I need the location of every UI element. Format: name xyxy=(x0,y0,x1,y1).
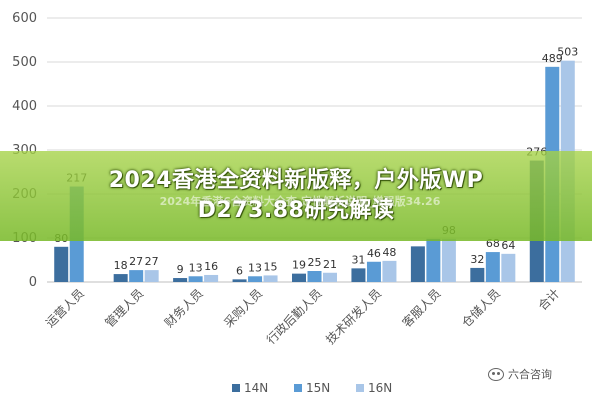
legend-swatch-14n xyxy=(232,384,240,392)
data-label: 18 xyxy=(114,259,128,272)
bar-16n-2 xyxy=(204,274,219,282)
bar-14n-2 xyxy=(173,278,188,282)
bar-16n-7 xyxy=(501,253,516,282)
data-label: 25 xyxy=(308,256,322,269)
brand-name: 六合咨询 xyxy=(508,368,552,381)
headline-line-2: D273.88研究解读 xyxy=(197,198,395,223)
bar-14n-7 xyxy=(470,267,485,282)
data-label: 13 xyxy=(248,261,262,274)
data-label: 46 xyxy=(367,247,381,260)
x-category-label: 运营人员 xyxy=(43,286,87,330)
faded-overlay-text: 2024年香港6合资料大全查,定性解析说明_增强版34.26 xyxy=(159,195,441,208)
x-category-label: 采购人员 xyxy=(221,286,266,331)
headline-banner: 2024香港全资料新版释，户外版WP D273.88研究解读 xyxy=(0,151,592,241)
bar-14n-5 xyxy=(351,268,366,282)
data-label: 19 xyxy=(292,259,306,272)
bar-15n-6 xyxy=(426,238,441,282)
x-category-label: 财务人员 xyxy=(161,286,206,331)
data-label: 489 xyxy=(542,52,563,65)
bar-14n-0 xyxy=(54,246,69,282)
brand-watermark: 六合咨询 xyxy=(488,366,552,382)
x-category-label: 管理人员 xyxy=(102,286,147,331)
bar-16n-6 xyxy=(441,238,456,282)
x-category-label: 仓储人员 xyxy=(458,286,503,331)
bar-15n-2 xyxy=(188,276,203,282)
y-tick-label: 500 xyxy=(12,55,37,70)
data-label: 15 xyxy=(264,260,278,273)
legend-swatch-15n xyxy=(294,384,302,392)
headline-line-1: 2024香港全资料新版释，户外版WP xyxy=(108,168,484,193)
data-label: 13 xyxy=(189,261,203,274)
y-tick-label: 400 xyxy=(12,99,37,114)
data-label: 6 xyxy=(236,264,243,277)
y-tick-label: 600 xyxy=(12,11,37,26)
data-label: 16 xyxy=(204,260,218,273)
bar-15n-5 xyxy=(366,261,381,282)
data-label: 31 xyxy=(351,253,365,266)
legend-swatch-16n xyxy=(356,384,364,392)
legend-label: 16N xyxy=(368,381,392,395)
data-label: 32 xyxy=(470,253,484,266)
bar-15n-4 xyxy=(307,271,322,282)
x-category-label: 合计 xyxy=(535,286,563,314)
y-tick-label: 0 xyxy=(29,275,37,290)
data-label: 48 xyxy=(382,246,396,259)
legend: 14N 15N 16N xyxy=(232,381,392,395)
legend-label: 14N xyxy=(244,381,268,395)
bar-14n-6 xyxy=(410,246,425,282)
bar-16n-3 xyxy=(263,275,278,282)
data-label: 9 xyxy=(177,263,184,276)
bar-14n-1 xyxy=(113,274,128,282)
bar-16n-1 xyxy=(144,270,159,282)
bar-15n-7 xyxy=(485,252,500,282)
bar-15n-1 xyxy=(129,270,144,282)
bar-16n-5 xyxy=(382,260,397,282)
data-label: 21 xyxy=(323,258,337,271)
legend-label: 15N xyxy=(306,381,330,395)
x-category-label: 客服人员 xyxy=(399,286,444,331)
bar-16n-4 xyxy=(323,272,337,282)
data-label: 64 xyxy=(501,239,515,252)
data-label: 503 xyxy=(557,46,578,59)
chat-bubble-icon xyxy=(488,367,504,381)
data-label: 27 xyxy=(129,255,143,268)
x-category-label: 技术研发人员 xyxy=(323,286,385,348)
x-category-label: 行政后勤人员 xyxy=(264,286,325,347)
bar-14n-4 xyxy=(292,273,306,282)
data-label: 27 xyxy=(145,255,159,268)
bar-14n-3 xyxy=(232,279,247,282)
bar-15n-3 xyxy=(248,276,263,282)
